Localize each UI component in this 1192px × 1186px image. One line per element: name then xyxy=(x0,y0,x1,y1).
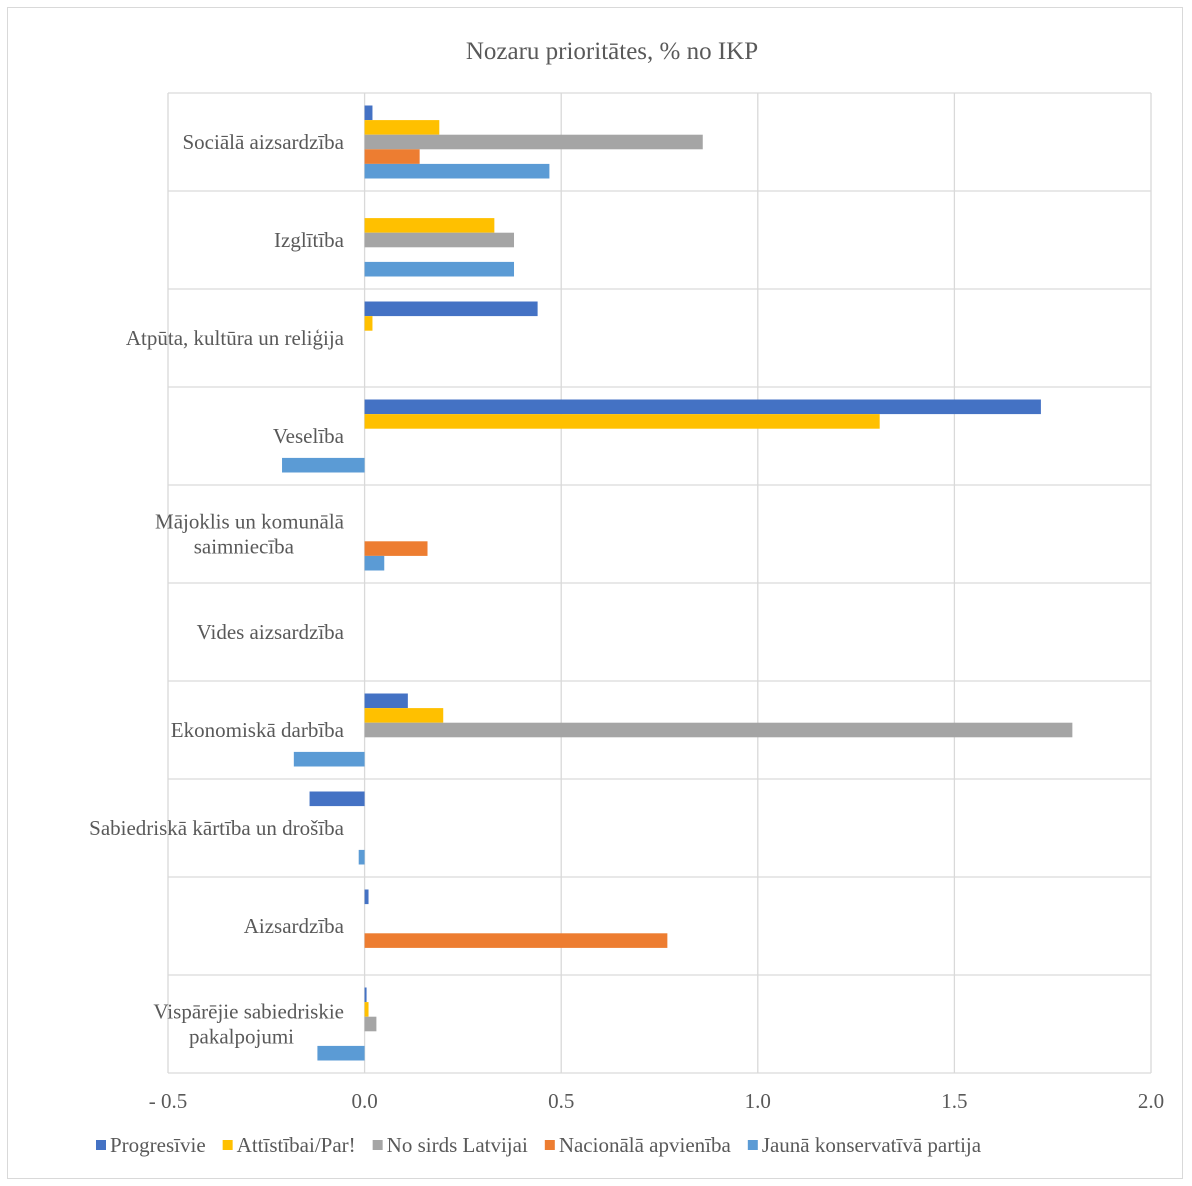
category-label-line: Aizsardzība xyxy=(244,914,345,938)
bar xyxy=(364,987,367,1003)
bars xyxy=(282,105,1073,1061)
x-tick-label: 1.5 xyxy=(941,1089,967,1113)
bar xyxy=(364,414,880,429)
category-label-line: Veselība xyxy=(273,424,345,448)
bar xyxy=(364,120,440,135)
category-label-line: Izglītība xyxy=(274,228,345,252)
bar xyxy=(317,1045,365,1061)
legend-swatch xyxy=(372,1140,383,1150)
category-label-line: Vides aizsardzība xyxy=(197,620,345,644)
legend-swatch xyxy=(544,1140,555,1150)
category-label-line: saimniecība xyxy=(194,535,295,559)
category-label-line: Sabiedriskā kārtība un drošība xyxy=(89,816,345,840)
x-tick-label: 0.0 xyxy=(351,1089,377,1113)
bar xyxy=(358,849,365,865)
gridlines xyxy=(167,92,1152,1074)
legend-label: Jaunā konservatīvā partija xyxy=(762,1133,982,1157)
bar xyxy=(364,316,373,331)
bar xyxy=(364,708,444,723)
legend-swatch xyxy=(96,1140,106,1150)
bar xyxy=(309,791,365,807)
legend-swatch xyxy=(222,1140,233,1150)
bar xyxy=(364,555,385,571)
legend-label: Nacionālā apvienība xyxy=(559,1133,732,1157)
category-label: Ekonomiskā darbība xyxy=(171,718,345,742)
category-label-line: Sociālā aizsardzība xyxy=(183,130,345,154)
bar xyxy=(364,399,1041,415)
category-label: Mājoklis un komunālā saimniecība xyxy=(155,510,345,559)
bar xyxy=(364,105,373,121)
category-label-line: Atpūta, kultūra un reliģija xyxy=(126,326,345,350)
bar xyxy=(364,163,550,179)
category-label: Veselība xyxy=(273,424,345,448)
chart-area: Nozaru prioritātes, % no IKP Sociālā aiz… xyxy=(7,7,1183,1179)
x-tick-label: 0.5 xyxy=(548,1089,574,1113)
bar xyxy=(364,301,538,317)
x-tick-label: - 0.5 xyxy=(149,1089,188,1113)
bar xyxy=(364,933,668,948)
category-label-line: Vispārējie sabiedriskie xyxy=(153,1000,344,1024)
bar xyxy=(364,541,428,556)
category-label: Sociālā aizsardzība xyxy=(183,130,345,154)
bar xyxy=(293,751,365,767)
category-labels: Sociālā aizsardzība Izglītība Atpūta, kult… xyxy=(89,130,345,1049)
bar-chart: Nozaru prioritātes, % no IKP Sociālā aiz… xyxy=(89,38,1164,1157)
legend-label: Attīstībai/Par! xyxy=(237,1133,356,1157)
category-label-line: Ekonomiskā darbība xyxy=(171,718,345,742)
bar xyxy=(364,889,369,905)
category-label: Atpūta, kultūra un reliģija xyxy=(126,326,345,350)
category-label: Izglītība xyxy=(274,228,345,252)
category-label-line: pakalpojumi xyxy=(189,1025,294,1049)
category-label: Aizsardzība xyxy=(244,914,345,938)
category-label: Vispārējie sabiedriskie pakalpojumi xyxy=(153,1000,344,1049)
bar xyxy=(282,457,365,473)
category-label: Vides aizsardzība xyxy=(197,620,345,644)
category-label: Sabiedriskā kārtība un drošība xyxy=(89,816,345,840)
legend-swatch xyxy=(747,1140,758,1150)
bar xyxy=(364,693,408,709)
bar xyxy=(364,149,420,164)
x-tick-label: 1.0 xyxy=(745,1089,771,1113)
bar xyxy=(364,218,495,233)
legend-label: No sirds Latvijai xyxy=(387,1133,528,1157)
legend-label: Progresīvie xyxy=(110,1133,206,1157)
chart-title: Nozaru prioritātes, % no IKP xyxy=(466,38,758,65)
x-tick-label: 2.0 xyxy=(1138,1089,1164,1113)
legend: Progresīvie Attīstībai/Par! No sirds Latvi… xyxy=(96,1133,982,1157)
category-label-line: Mājoklis un komunālā xyxy=(155,510,345,534)
bar xyxy=(364,134,703,150)
bar xyxy=(364,1002,369,1017)
bar xyxy=(364,1016,377,1032)
bar xyxy=(364,722,1073,738)
bar xyxy=(364,232,515,248)
x-axis-tick-labels: - 0.5 0.0 0.5 1.0 1.5 2.0 xyxy=(149,1089,1164,1113)
bar xyxy=(364,261,515,277)
